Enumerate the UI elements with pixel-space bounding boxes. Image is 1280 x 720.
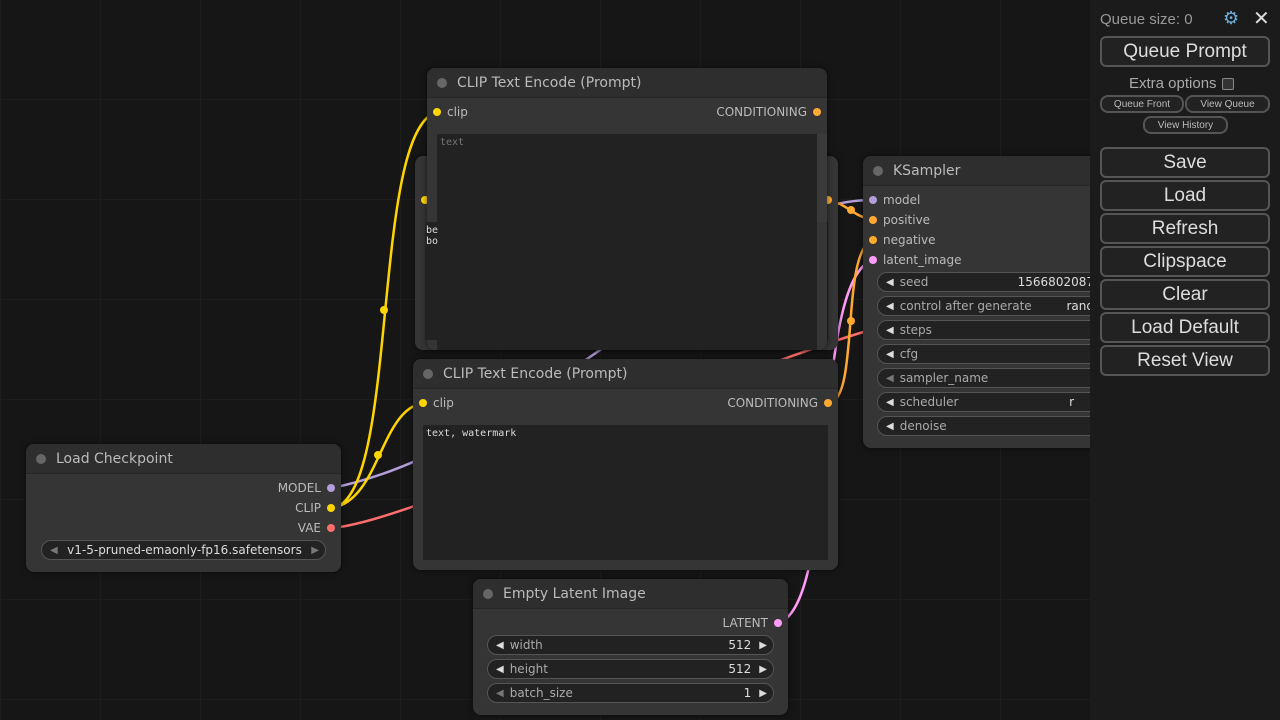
refresh-button[interactable]: Refresh bbox=[1100, 213, 1270, 244]
output-latent[interactable]: LATENT bbox=[723, 615, 782, 631]
width-widget[interactable]: ◀ width 512 ▶ bbox=[487, 635, 774, 655]
output-model[interactable]: MODEL bbox=[278, 480, 335, 496]
clip-text-encode-node-negative[interactable]: CLIP Text Encode (Prompt) clip CONDITION… bbox=[413, 359, 838, 570]
denoise-widget[interactable]: ◀ denoise bbox=[877, 416, 1109, 436]
load-checkpoint-node[interactable]: Load Checkpoint MODEL CLIP VAE ◀ v1-5-pru… bbox=[26, 444, 341, 572]
scrollbar[interactable] bbox=[817, 134, 827, 222]
view-queue-button[interactable]: View Queue bbox=[1185, 95, 1270, 113]
output-clip[interactable]: CLIP bbox=[295, 500, 335, 516]
input-negative[interactable]: negative bbox=[869, 232, 935, 248]
queue-panel: Queue size: 0 ⚙ ✕ Queue Prompt Extra opt… bbox=[1090, 0, 1280, 720]
scheduler-widget[interactable]: ◀ scheduler r bbox=[877, 392, 1109, 412]
collapse-dot[interactable] bbox=[873, 166, 883, 176]
input-latent-image[interactable]: latent_image bbox=[869, 252, 961, 268]
control-after-generate-widget[interactable]: ◀ control after generate rand bbox=[877, 296, 1109, 316]
clear-button[interactable]: Clear bbox=[1100, 279, 1270, 310]
node-title: CLIP Text Encode (Prompt) bbox=[427, 68, 827, 98]
clip-text-encode-node-positive[interactable]: CLIP Text Encode (Prompt) clip CONDITION… bbox=[427, 68, 827, 350]
collapse-dot[interactable] bbox=[423, 369, 433, 379]
height-widget[interactable]: ◀ height 512 ▶ bbox=[487, 659, 774, 679]
title-text: CLIP Text Encode (Prompt) bbox=[443, 365, 628, 382]
extra-options-checkbox[interactable] bbox=[1221, 77, 1234, 90]
view-history-button[interactable]: View History bbox=[1143, 116, 1228, 134]
input-model[interactable]: model bbox=[869, 192, 920, 208]
queue-front-button[interactable]: Queue Front bbox=[1100, 95, 1184, 113]
reset-view-button[interactable]: Reset View bbox=[1100, 345, 1270, 376]
queue-size: Queue size: 0 bbox=[1100, 11, 1193, 28]
prompt-textarea[interactable] bbox=[437, 134, 817, 350]
title-text: CLIP Text Encode (Prompt) bbox=[457, 74, 642, 91]
input-clip[interactable]: clip bbox=[419, 395, 454, 411]
cfg-widget[interactable]: ◀ cfg bbox=[877, 344, 1109, 364]
ksampler-node[interactable]: KSampler model positive negative latent_… bbox=[863, 156, 1123, 448]
title-text: KSampler bbox=[893, 162, 961, 179]
batch-size-widget[interactable]: ◀ batch_size 1 ▶ bbox=[487, 683, 774, 703]
input-clip[interactable]: clip bbox=[433, 104, 468, 120]
seed-widget[interactable]: ◀ seed 1566802087 bbox=[877, 272, 1109, 292]
collapse-dot[interactable] bbox=[437, 78, 447, 88]
output-vae[interactable]: VAE bbox=[298, 520, 335, 536]
sampler-name-widget[interactable]: ◀ sampler_name bbox=[877, 368, 1109, 388]
empty-latent-image-node[interactable]: Empty Latent Image LATENT ◀ width 512 ▶ ◀ he… bbox=[473, 579, 788, 715]
close-icon[interactable]: ✕ bbox=[1253, 6, 1270, 30]
load-button[interactable]: Load bbox=[1100, 180, 1270, 211]
collapse-dot[interactable] bbox=[483, 589, 493, 599]
prompt-textarea[interactable]: be bo bbox=[425, 222, 441, 340]
steps-widget[interactable]: ◀ steps bbox=[877, 320, 1109, 340]
clipspace-button[interactable]: Clipspace bbox=[1100, 246, 1270, 277]
node-title: Empty Latent Image bbox=[473, 579, 788, 609]
node-title: Load Checkpoint bbox=[26, 444, 341, 474]
input-positive[interactable]: positive bbox=[869, 212, 930, 228]
prompt-textarea[interactable]: text, watermark bbox=[423, 425, 828, 560]
queue-prompt-button[interactable]: Queue Prompt bbox=[1100, 36, 1270, 67]
collapse-dot[interactable] bbox=[36, 454, 46, 464]
output-conditioning[interactable]: CONDITIONING bbox=[727, 395, 832, 411]
output-conditioning[interactable]: CONDITIONING bbox=[716, 104, 821, 120]
ckpt-name-combo[interactable]: ◀ v1-5-pruned-emaonly-fp16.safetensors ▶ bbox=[41, 540, 326, 560]
load-default-button[interactable]: Load Default bbox=[1100, 312, 1270, 343]
gear-icon[interactable]: ⚙ bbox=[1223, 8, 1240, 29]
title-text: Empty Latent Image bbox=[503, 585, 646, 602]
extra-options-label: Extra options bbox=[1129, 75, 1217, 92]
save-button[interactable]: Save bbox=[1100, 147, 1270, 178]
title-text: Load Checkpoint bbox=[56, 450, 173, 467]
node-title: KSampler bbox=[863, 156, 1123, 186]
node-title: CLIP Text Encode (Prompt) bbox=[413, 359, 838, 389]
